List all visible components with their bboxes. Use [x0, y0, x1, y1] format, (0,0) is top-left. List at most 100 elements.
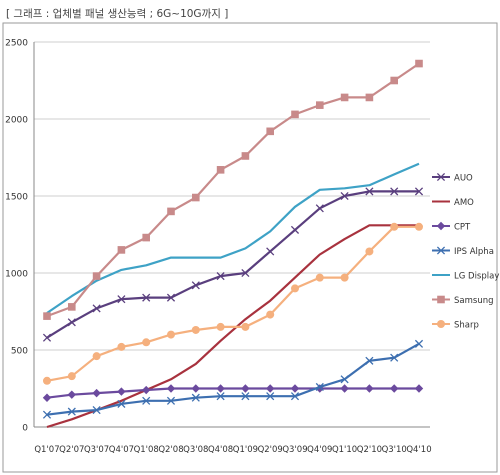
legend-label: CPT: [454, 223, 471, 233]
y-tick-label: 0: [22, 424, 28, 434]
data-point: [92, 272, 101, 280]
legend-item: Samsung: [432, 295, 493, 306]
legend-label: Samsung: [454, 296, 493, 306]
data-point: [241, 384, 250, 393]
data-point: [241, 392, 250, 401]
data-point: [117, 246, 126, 254]
x-tick-label: Q2'10: [357, 445, 382, 455]
legend-label: Sharp: [454, 321, 479, 331]
data-point: [266, 384, 275, 393]
chart-border: [2, 22, 498, 473]
series-amo: [46, 224, 419, 429]
x-tick-label: Q2'08: [158, 445, 183, 455]
series-line: [46, 224, 419, 429]
data-point: [365, 93, 374, 102]
data-point: [415, 59, 423, 68]
legend-item: LG Display: [432, 272, 499, 282]
data-point: [67, 372, 76, 381]
data-point: [192, 193, 200, 202]
data-point: [340, 191, 349, 201]
data-point: [42, 333, 52, 342]
data-point: [437, 320, 445, 328]
data-point: [436, 246, 446, 255]
legend-label: AUO: [454, 174, 473, 184]
legend-item: AMO: [432, 198, 474, 208]
legend-label: IPS Alpha: [454, 247, 494, 257]
data-point: [142, 396, 151, 405]
data-point: [414, 384, 424, 393]
data-point: [92, 406, 101, 415]
data-point: [191, 384, 200, 393]
data-point: [340, 384, 349, 393]
series-samsung: [43, 59, 423, 320]
data-point: [166, 384, 176, 393]
x-tick-label: Q2'07: [59, 445, 84, 455]
series-line: [46, 190, 419, 339]
axis-layer: 0 500 1000 1500 2000 2500 Q1'07 Q2'07 Q3'07 Q4'07…: [5, 39, 432, 456]
data-point: [117, 399, 126, 408]
x-tick-label: Q2'09: [258, 445, 283, 455]
legend-item: CPT: [432, 221, 471, 233]
data-point: [316, 101, 324, 109]
data-point: [266, 127, 274, 136]
data-point: [290, 392, 300, 401]
x-tick-label: Q1'08: [134, 445, 159, 455]
data-point: [142, 385, 151, 395]
data-point: [340, 273, 349, 282]
data-point: [216, 384, 225, 393]
x-tick-label: Q1'07: [34, 445, 59, 455]
data-point: [92, 304, 101, 313]
data-point: [42, 410, 52, 419]
data-point: [67, 318, 76, 327]
data-point: [216, 322, 225, 331]
data-point: [117, 295, 126, 304]
x-tick-label: Q4'10: [406, 445, 431, 455]
data-point: [42, 393, 52, 402]
data-point: [290, 384, 300, 393]
series-sharp: [43, 222, 423, 385]
data-point: [92, 388, 101, 398]
x-tick-label: Q3'07: [84, 445, 109, 455]
data-point: [266, 310, 275, 319]
data-point: [365, 384, 374, 393]
x-tick-label: Q4'09: [307, 445, 332, 455]
series-line: [46, 162, 420, 314]
data-point: [365, 187, 374, 196]
data-point: [291, 110, 299, 119]
data-point: [414, 339, 424, 348]
series-line: [46, 342, 420, 416]
data-point: [390, 353, 399, 362]
data-point: [436, 221, 446, 231]
x-tick-label: Q1'10: [332, 445, 357, 455]
data-point: [92, 352, 101, 361]
data-point: [315, 204, 324, 213]
x-tick-label: Q4'08: [208, 445, 233, 455]
data-point: [142, 293, 151, 302]
data-point: [167, 330, 175, 339]
series-line: [46, 387, 419, 399]
series-ips-alpha: [42, 339, 424, 419]
series-line: [46, 225, 419, 382]
series-layer: [42, 59, 424, 429]
data-point: [216, 166, 225, 174]
data-point: [68, 303, 76, 311]
data-point: [390, 187, 399, 196]
chart-caption: [ 그래프 : 업체별 패널 생산능력 ; 6G~10G까지 ]: [6, 8, 229, 20]
y-tick-label: 2000: [5, 116, 28, 126]
data-point: [415, 222, 423, 231]
data-point: [290, 225, 300, 234]
data-point: [43, 312, 51, 320]
data-point: [191, 325, 200, 334]
data-point: [167, 207, 175, 216]
data-point: [340, 93, 349, 102]
data-point: [166, 293, 176, 302]
data-point: [166, 396, 176, 405]
data-point: [365, 356, 374, 365]
series-cpt: [42, 384, 424, 402]
x-tick-label: Q3'09: [282, 445, 307, 455]
data-point: [315, 273, 324, 282]
data-point: [142, 233, 150, 242]
data-point: [43, 376, 51, 385]
x-tick-label: Q3'08: [183, 445, 208, 455]
